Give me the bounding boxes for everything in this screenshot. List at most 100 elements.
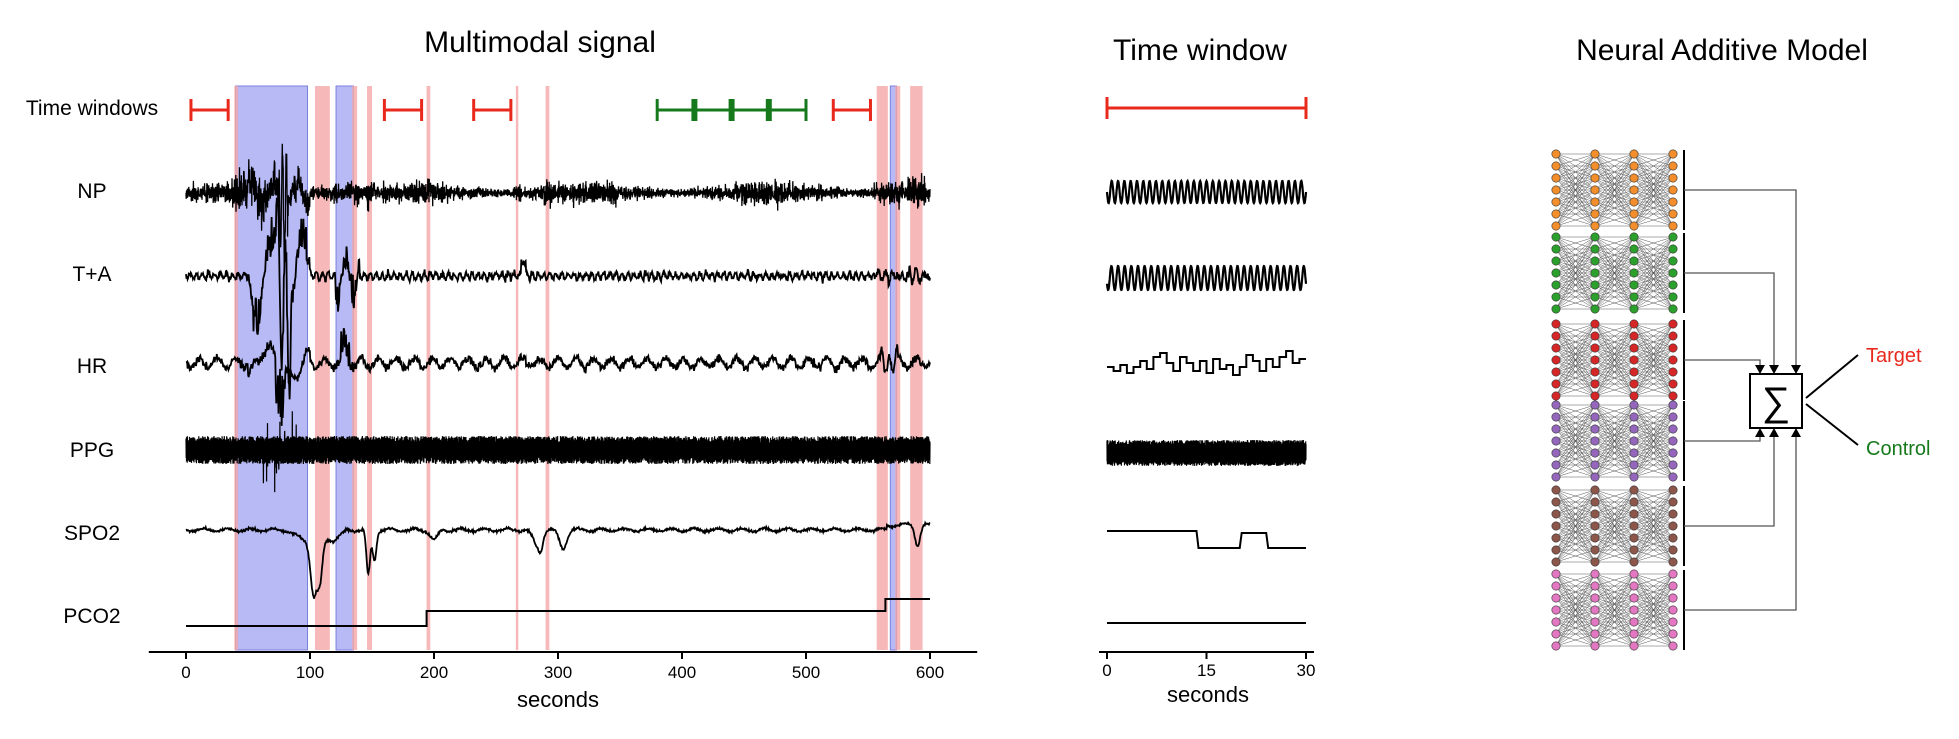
subnet-2 (1551, 232, 1685, 314)
window-np-trace (1105, 178, 1308, 206)
subnet-edge (1633, 573, 1674, 623)
subnet-edge (1633, 284, 1674, 310)
subnet-edge (1633, 633, 1674, 647)
subnet-connection (1684, 189, 1797, 366)
subnet-edge (1594, 323, 1635, 349)
subnet-node (1551, 331, 1561, 341)
subnet-edge (1633, 404, 1674, 454)
subnet-edge (1555, 323, 1596, 373)
subnet-edge (1555, 573, 1596, 611)
subnet-edge (1594, 165, 1635, 227)
sum-symbol: ∑ (1762, 380, 1791, 424)
subnet-node (1668, 355, 1678, 365)
subnet-node (1668, 304, 1678, 314)
x-tick-label: 600 (916, 663, 944, 682)
subnet-edge (1555, 335, 1596, 397)
subnet-edge (1555, 323, 1596, 385)
x-tick-label: 500 (792, 663, 820, 682)
subnet-edge (1633, 248, 1674, 310)
subnet-edge (1633, 489, 1674, 539)
subnet-edge (1594, 323, 1635, 385)
subnet-node (1590, 557, 1600, 567)
multimodal-panel: Multimodal signal Time windows NP T+A HR… (26, 26, 978, 712)
subnet-edge (1594, 335, 1635, 397)
subnet-node (1551, 424, 1561, 434)
subnet-edge (1594, 236, 1635, 250)
subnet-node (1590, 460, 1600, 470)
subnet-node (1551, 581, 1561, 591)
subnet-edge (1555, 236, 1596, 286)
x-tick-label: 400 (668, 663, 696, 682)
subnet-edge (1594, 452, 1635, 478)
subnet-edge (1594, 489, 1635, 503)
subnet-connection (1684, 436, 1775, 527)
x-tick-label: 100 (296, 663, 324, 682)
subnet-node (1629, 448, 1639, 458)
subnet-edge (1555, 404, 1596, 454)
subnet-edge (1555, 284, 1596, 310)
subnet-node (1668, 545, 1678, 555)
subnet-edge (1633, 452, 1674, 478)
subnet-edge (1633, 428, 1674, 478)
subnet-edge (1555, 428, 1596, 478)
subnet-node (1668, 472, 1678, 482)
subnet-edge (1555, 236, 1596, 262)
event-span-red (910, 86, 923, 650)
subnet-node (1590, 379, 1600, 389)
subnet-node (1668, 232, 1678, 242)
subnet-node (1629, 331, 1639, 341)
subnet-node (1551, 343, 1561, 353)
window-ppg-trace (1106, 439, 1307, 467)
subnet-node (1551, 641, 1561, 651)
subnet-node (1629, 232, 1639, 242)
signal-x-label: seconds (517, 687, 599, 712)
subnet-edge (1555, 153, 1596, 215)
subnet-edge (1633, 404, 1674, 430)
subnet-node (1629, 533, 1639, 543)
subnet-node (1668, 581, 1678, 591)
subnet-edge (1594, 404, 1635, 418)
subnet-node (1668, 605, 1678, 615)
subnet-edge (1555, 501, 1596, 563)
subnet-edge (1555, 537, 1596, 563)
subnet-edge (1555, 236, 1596, 298)
subnet-node (1551, 268, 1561, 278)
subnet-edge (1633, 296, 1674, 310)
subnet-edge (1555, 201, 1596, 227)
subnet-edge (1594, 489, 1635, 551)
subnet-edge (1594, 296, 1635, 310)
subnet-node (1551, 173, 1561, 183)
subnet-node (1668, 197, 1678, 207)
x-tick-label: 30 (1297, 661, 1316, 680)
subnet-edge (1555, 404, 1596, 418)
subnet-node (1668, 521, 1678, 531)
subnet-node (1629, 280, 1639, 290)
subnet-node (1629, 343, 1639, 353)
subnet-edge (1555, 404, 1596, 442)
subnet-node (1629, 569, 1639, 579)
subnet-node (1629, 400, 1639, 410)
subnet-edge (1633, 404, 1674, 478)
subnet-edge (1633, 489, 1674, 503)
subnet-edge (1633, 153, 1674, 179)
subnet-edge (1594, 573, 1635, 635)
subnet-node (1551, 161, 1561, 171)
subnet-edge (1594, 177, 1635, 227)
subnet-edge (1555, 323, 1596, 397)
subnet-edge (1555, 153, 1596, 191)
subnet-node (1551, 605, 1561, 615)
subnet-node (1590, 581, 1600, 591)
subnet-node (1590, 472, 1600, 482)
subnet-node (1668, 367, 1678, 377)
subnet-node (1629, 509, 1639, 519)
subnet-node (1551, 149, 1561, 159)
time-window-markers (189, 99, 872, 121)
subnet-node (1668, 161, 1678, 171)
subnet-edge (1555, 416, 1596, 478)
subnet-node (1668, 149, 1678, 159)
subnet-node (1551, 460, 1561, 470)
subnet-node (1590, 149, 1600, 159)
subnet-node (1668, 400, 1678, 410)
subnet-node (1668, 221, 1678, 231)
subnet-edge (1555, 153, 1596, 179)
